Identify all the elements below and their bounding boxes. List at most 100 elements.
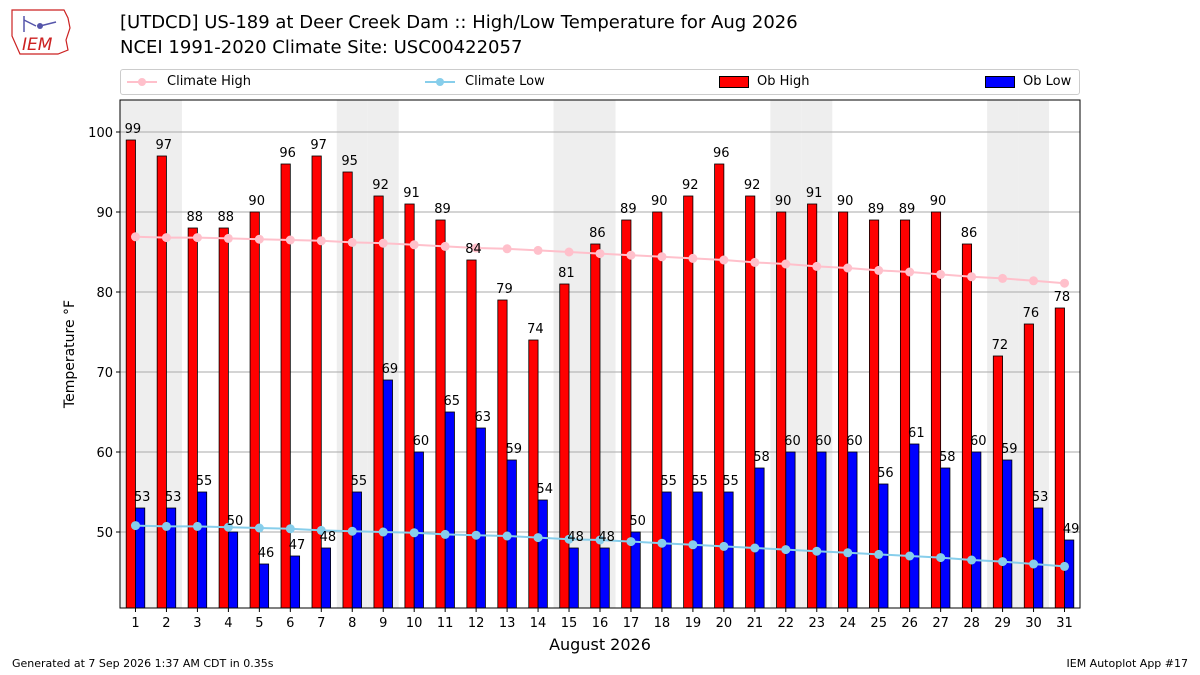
climate-high-point	[812, 261, 822, 271]
climate-high-point	[533, 245, 543, 255]
climate-high-point	[967, 272, 977, 282]
legend-ob-high: Ob High	[719, 74, 810, 89]
ob-low-bar	[971, 451, 982, 609]
legend-climate-high: Climate High	[127, 74, 251, 89]
ob-low-label: 59	[1001, 442, 1018, 457]
climate-low-point	[595, 535, 605, 545]
ob-low-bar	[568, 547, 579, 609]
x-tick-label: 7	[317, 616, 325, 631]
ob-high-label: 86	[961, 226, 978, 241]
climate-high-point	[223, 233, 233, 243]
y-tick-label: 60	[96, 446, 113, 461]
ob-high-bar	[590, 243, 601, 609]
climate-low-point	[688, 540, 698, 550]
climate-low-point	[657, 538, 667, 548]
ob-low-label: 60	[970, 434, 987, 449]
ob-high-label: 86	[589, 226, 606, 241]
legend-climate-low-label: Climate Low	[465, 74, 545, 89]
climate-high-point	[626, 250, 636, 260]
x-tick-label: 13	[499, 616, 516, 631]
ob-low-label: 60	[413, 434, 430, 449]
ob-low-bar	[1002, 459, 1013, 609]
climate-low-point	[347, 526, 357, 536]
ob-low-label: 46	[258, 546, 275, 561]
ob-low-bar	[382, 379, 393, 609]
ob-low-bar	[197, 491, 208, 609]
climate-low-point	[967, 555, 977, 565]
ob-low-bar	[940, 467, 951, 609]
climate-low-point	[1029, 559, 1039, 569]
ob-low-bar	[878, 483, 889, 609]
ob-low-label: 54	[536, 482, 553, 497]
climate-low-point	[440, 529, 450, 539]
climate-high-point	[688, 253, 698, 263]
climate-high-point	[905, 267, 915, 277]
ob-low-label: 48	[567, 530, 584, 545]
ob-low-label: 58	[753, 450, 770, 465]
ob-high-label: 76	[1023, 306, 1040, 321]
x-tick-label: 1	[131, 616, 139, 631]
ob-low-label: 55	[351, 474, 368, 489]
climate-low-point	[905, 551, 915, 561]
ob-high-bar	[125, 139, 136, 609]
ob-low-label: 61	[908, 426, 925, 441]
x-tick-label: 16	[592, 616, 609, 631]
climate-high-point	[1060, 278, 1070, 288]
climate-high-point	[409, 240, 419, 250]
climate-low-point	[285, 524, 295, 534]
ob-low-bar	[351, 491, 362, 609]
ob-low-label: 60	[846, 434, 863, 449]
climate-low-point	[843, 548, 853, 558]
ob-low-bar	[599, 547, 610, 609]
ob-low-label: 50	[629, 514, 646, 529]
ob-high-label: 90	[837, 194, 854, 209]
climate-lines	[130, 232, 1070, 571]
climate-high-point	[316, 236, 326, 246]
ob-low-label: 63	[475, 410, 492, 425]
climate-high-point	[657, 252, 667, 262]
climate-low-point	[564, 534, 574, 544]
ob-high-label: 84	[465, 242, 482, 257]
climate-high-point	[843, 263, 853, 273]
climate-high-point	[192, 233, 202, 243]
x-tick-label: 6	[286, 616, 294, 631]
ob-high-bar	[899, 219, 911, 609]
ob-high-bar	[652, 211, 663, 609]
climate-high-point	[719, 255, 729, 265]
climate-high-point	[750, 257, 760, 267]
climate-high-point	[440, 241, 450, 251]
climate-low-point	[254, 523, 264, 533]
ob-high-label: 97	[156, 138, 173, 153]
ob-high-swatch	[719, 75, 749, 88]
ob-low-bar	[661, 491, 672, 609]
ob-high-bar	[342, 171, 353, 609]
climate-low-point	[998, 557, 1008, 567]
y-axis-label: Temperature °F	[62, 300, 78, 409]
x-tick-label: 21	[747, 616, 764, 631]
ob-high-bar	[373, 195, 384, 609]
ob-low-label: 49	[1063, 522, 1080, 537]
ob-low-bar	[320, 547, 331, 609]
logo-text: IEM	[22, 35, 53, 55]
ob-high-bar	[187, 227, 198, 609]
ob-low-label: 60	[784, 434, 801, 449]
ob-low-bar	[785, 451, 796, 609]
climate-high-point	[595, 249, 605, 259]
ob-low-label: 53	[1032, 490, 1049, 505]
climate-low-point	[533, 533, 543, 543]
ob-high-label: 78	[1054, 290, 1071, 305]
x-tick-label: 24	[839, 616, 856, 631]
y-tick-label: 80	[96, 286, 113, 301]
x-tick-label: 2	[162, 616, 170, 631]
x-tick-label: 20	[716, 616, 733, 631]
ob-high-label: 89	[868, 202, 885, 217]
x-tick-label: 23	[809, 616, 826, 631]
ob-high-label: 92	[372, 178, 389, 193]
x-tick-label: 18	[654, 616, 671, 631]
ob-low-bar	[444, 411, 455, 609]
ob-low-label: 48	[598, 530, 615, 545]
y-tick-label: 100	[88, 126, 113, 141]
x-tick-label: 31	[1056, 616, 1073, 631]
x-tick-label: 26	[901, 616, 918, 631]
